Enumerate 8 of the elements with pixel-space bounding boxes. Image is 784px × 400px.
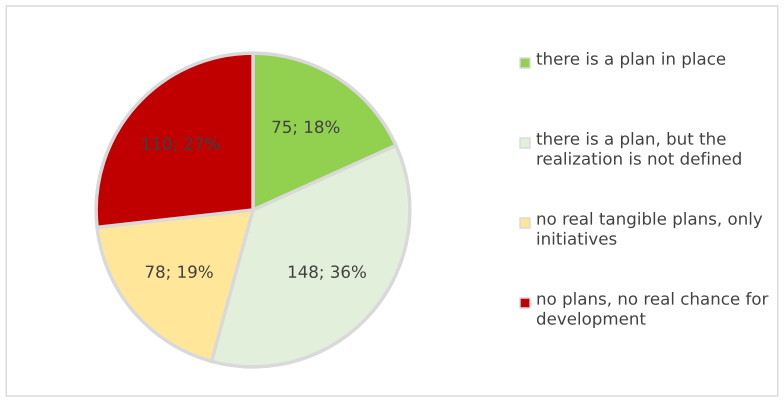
data-label: 75; 18%	[272, 120, 340, 135]
legend-label: there is a plan in place	[536, 52, 726, 68]
data-label: 110; 27%	[142, 137, 220, 152]
data-label: 148; 36%	[288, 265, 366, 280]
legend-label: no real tangible plans, only initiatives	[538, 212, 762, 245]
data-label: 78; 19%	[146, 265, 213, 280]
legend-label: there is a plan, but the realization is not defined	[536, 132, 741, 165]
legend-label: no plans, no real chance for development	[536, 292, 768, 328]
